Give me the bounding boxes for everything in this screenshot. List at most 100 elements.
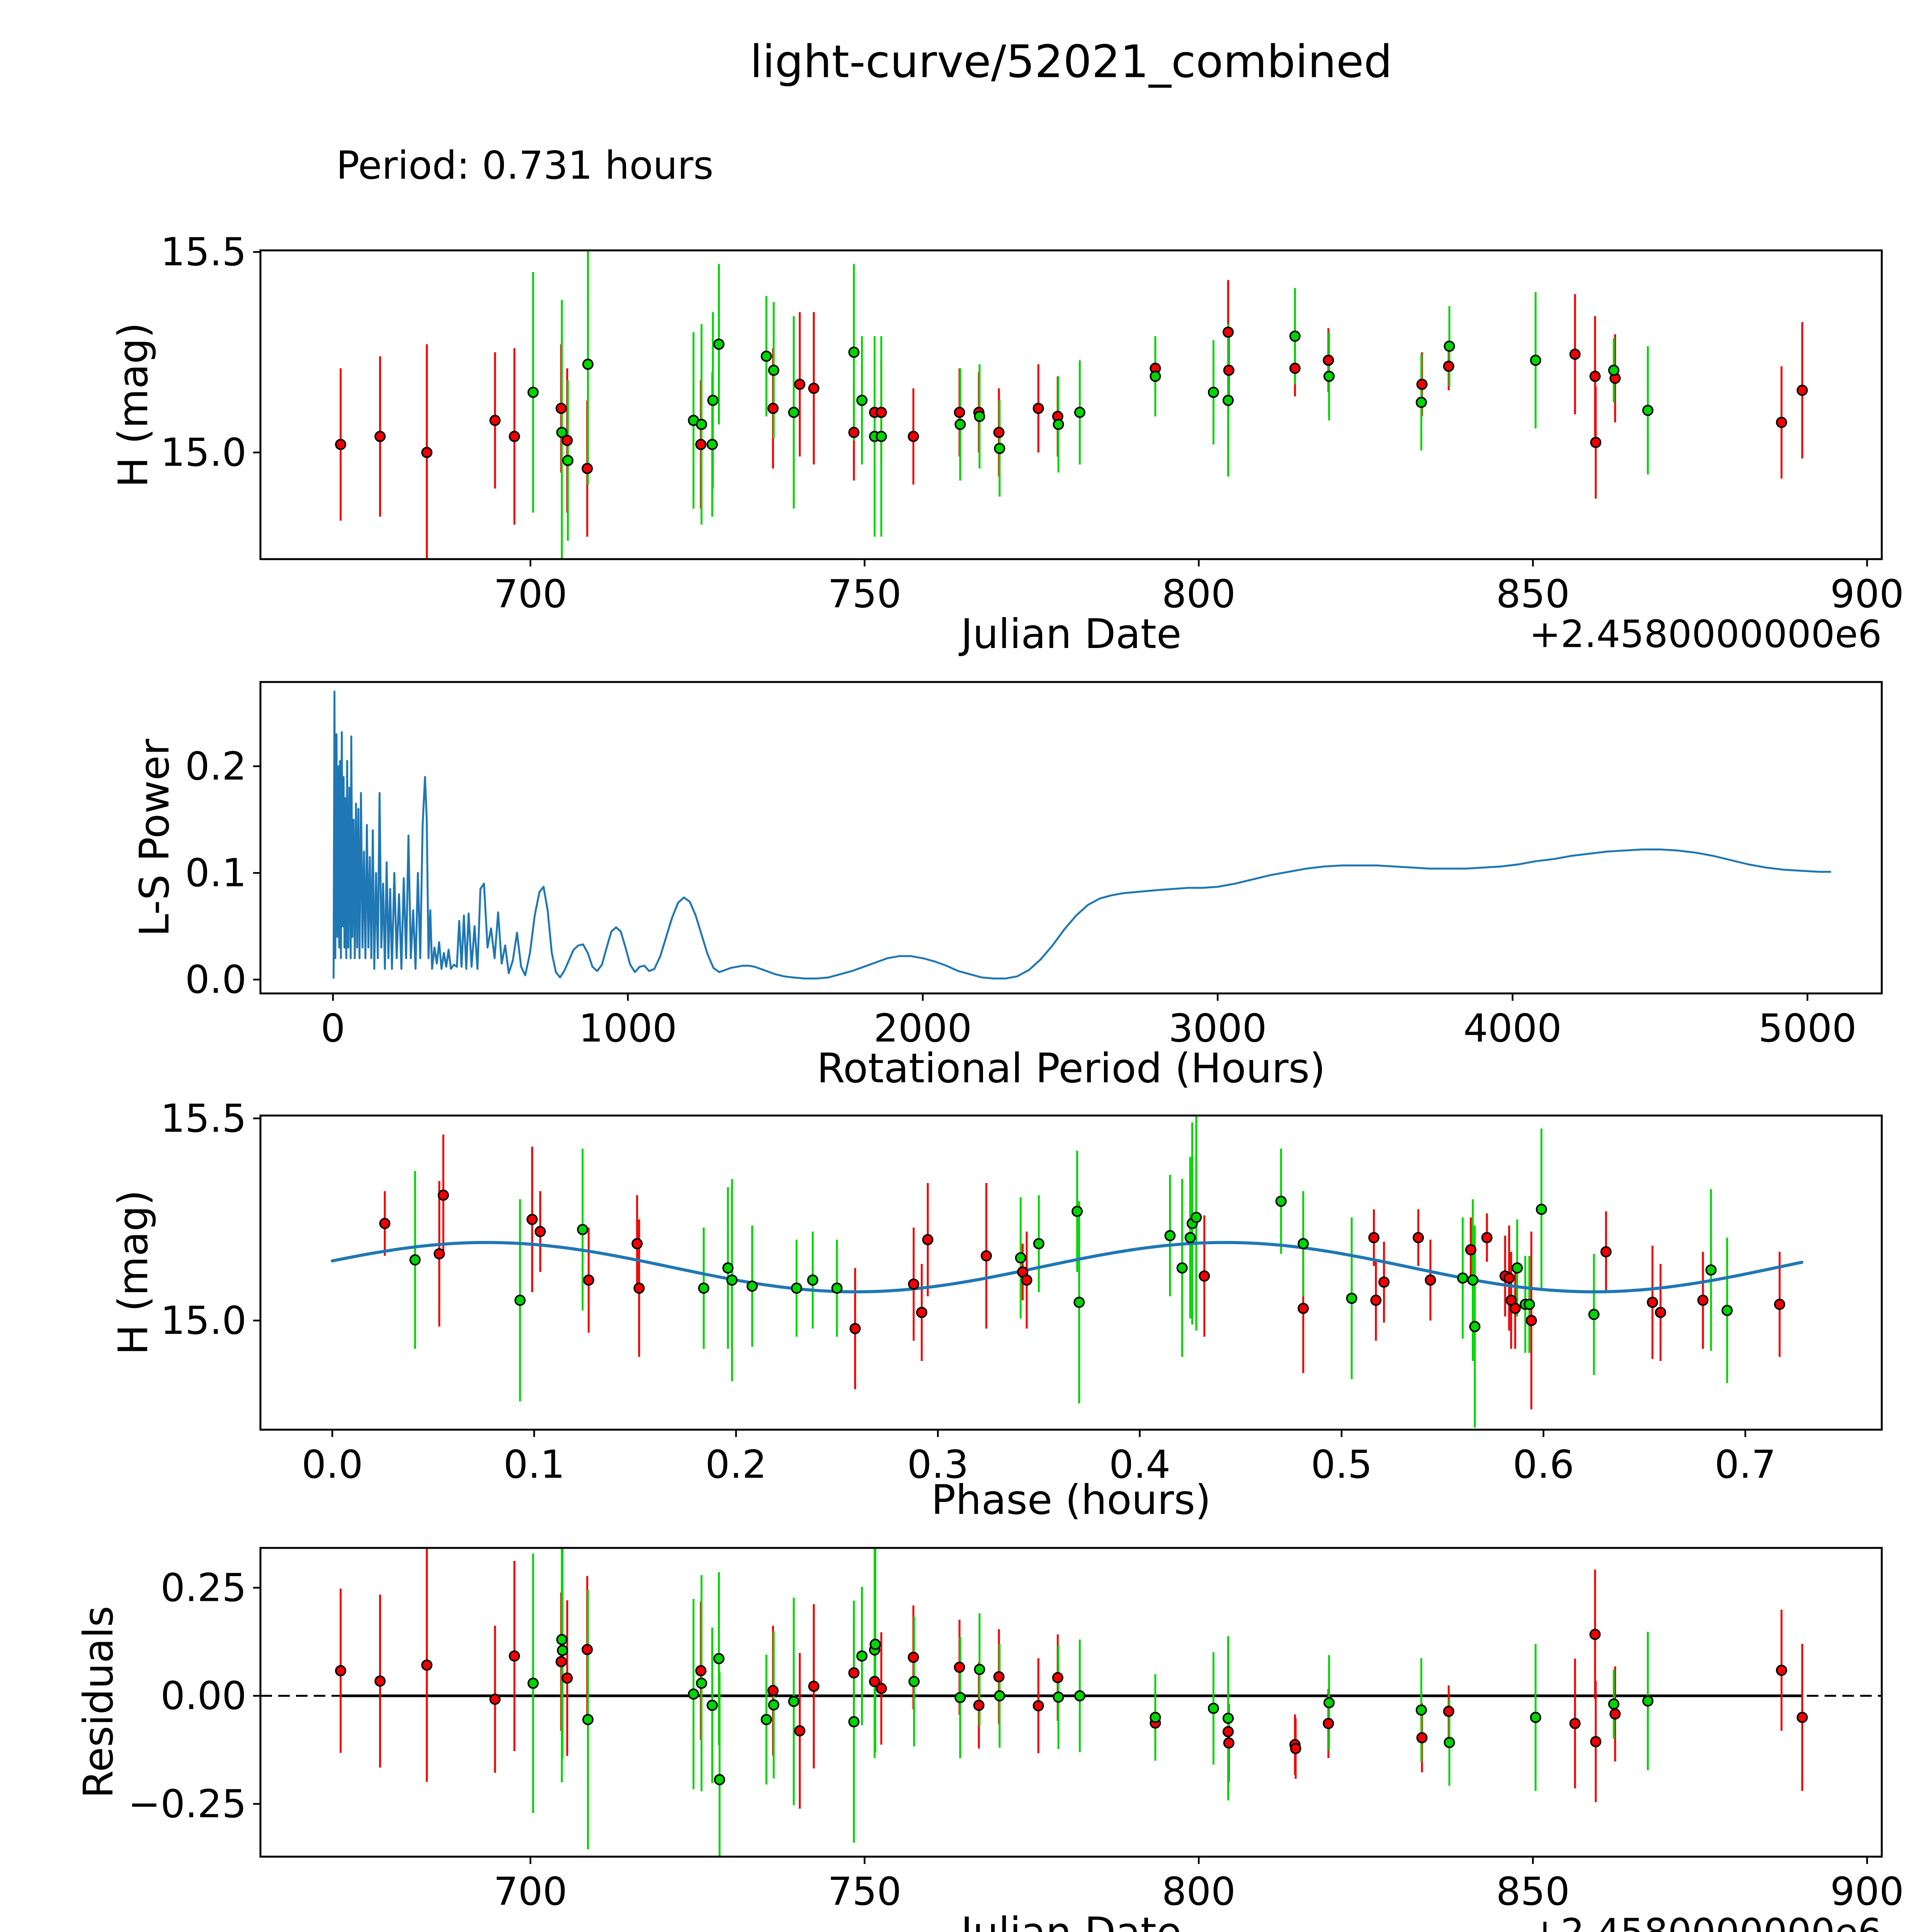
- x-tick-label: 700: [493, 1869, 567, 1914]
- green-observations-error-bars: [414, 1116, 1728, 1428]
- data-point: [707, 395, 719, 406]
- data-point: [1609, 1708, 1621, 1720]
- x-tick-label: 850: [1496, 1869, 1570, 1914]
- data-point: [556, 1634, 568, 1645]
- data-point: [374, 1675, 386, 1687]
- red-observations-markers: [379, 1189, 1786, 1334]
- data-point: [1588, 1309, 1600, 1320]
- data-point: [562, 455, 574, 466]
- data-point: [876, 406, 887, 418]
- data-point: [583, 1274, 594, 1286]
- red-residuals-error-bars: [340, 1548, 1803, 1809]
- data-point: [526, 1214, 538, 1225]
- data-point: [1346, 1293, 1357, 1304]
- data-point: [1526, 1315, 1537, 1326]
- data-point: [1323, 1697, 1335, 1709]
- data-point: [1413, 1232, 1424, 1243]
- data-point: [1444, 1737, 1455, 1748]
- x-tick-label: 0.6: [1513, 1442, 1574, 1487]
- data-point: [1323, 371, 1335, 382]
- data-point: [706, 439, 718, 450]
- periodogram-xaxis-label: Rotational Period (Hours): [817, 1045, 1325, 1092]
- data-point: [1053, 1691, 1064, 1703]
- data-point: [954, 1662, 965, 1673]
- data-point: [1416, 1732, 1428, 1743]
- panel-periodogram: 0 1000 2000 3000 4000 5000 0.0 0.1 0.2: [185, 681, 1883, 1051]
- data-point: [1569, 349, 1581, 360]
- sine-fit-curve: [331, 1241, 1804, 1294]
- y-tick-label: 15.0: [160, 430, 247, 475]
- plot-area: [331, 1116, 1804, 1428]
- data-point: [421, 447, 433, 458]
- panel-lightcurve: 700 750 800 850 900 15.0 15.5: [160, 230, 1904, 617]
- data-point: [527, 386, 539, 398]
- data-point: [698, 1282, 709, 1294]
- data-point: [1524, 1299, 1535, 1310]
- data-point: [1600, 1246, 1612, 1258]
- data-point: [1642, 405, 1654, 416]
- x-tick-label: 750: [828, 1869, 901, 1914]
- data-point: [1032, 1700, 1044, 1711]
- data-point: [1323, 1718, 1334, 1729]
- data-point: [747, 1281, 758, 1292]
- data-point: [696, 418, 707, 430]
- data-point: [1425, 1274, 1436, 1286]
- data-point: [1222, 327, 1234, 338]
- data-point: [876, 430, 887, 442]
- data-point: [509, 1650, 520, 1662]
- axes-frame: [259, 1114, 1883, 1431]
- x-tick-label: 900: [1830, 571, 1904, 617]
- data-point: [788, 1696, 799, 1707]
- data-point: [848, 347, 860, 358]
- data-point: [1208, 386, 1219, 398]
- data-point: [1647, 1296, 1658, 1308]
- data-point: [808, 1680, 820, 1692]
- data-point: [974, 411, 985, 422]
- data-point: [489, 1694, 501, 1705]
- data-point: [1608, 1698, 1619, 1710]
- data-point: [1655, 1307, 1666, 1318]
- data-point: [556, 427, 568, 438]
- data-point: [1443, 1706, 1454, 1717]
- data-point: [582, 1714, 594, 1725]
- data-point: [1074, 1690, 1085, 1702]
- data-point: [1415, 1704, 1427, 1716]
- lightcurve-xaxis-label: Julian Date: [958, 611, 1181, 658]
- green-observations-markers: [527, 330, 1654, 466]
- data-point: [1184, 1232, 1196, 1243]
- data-point: [993, 1671, 1005, 1682]
- data-point: [1481, 1232, 1493, 1243]
- data-point: [1378, 1276, 1390, 1288]
- x-tick-label: 0.3: [907, 1442, 969, 1487]
- data-point: [1073, 1296, 1085, 1308]
- data-point: [1590, 1736, 1602, 1747]
- data-point: [1298, 1303, 1309, 1314]
- data-point: [794, 379, 806, 390]
- data-point: [1222, 1726, 1234, 1738]
- data-point: [856, 395, 868, 406]
- data-point: [1415, 396, 1427, 408]
- data-point: [1589, 371, 1601, 382]
- data-point: [1536, 1204, 1547, 1215]
- data-point: [908, 1278, 920, 1290]
- data-point: [794, 1725, 806, 1736]
- data-point: [1465, 1244, 1476, 1255]
- data-point: [993, 427, 1005, 438]
- data-point: [557, 1645, 568, 1656]
- data-point: [1208, 1702, 1219, 1714]
- x-tick-label: 0.5: [1311, 1442, 1372, 1487]
- plot-area: [335, 250, 1808, 559]
- data-point: [1721, 1304, 1733, 1316]
- y-tick-label: −0.25: [128, 1781, 247, 1827]
- data-point: [1223, 1737, 1235, 1749]
- data-point: [1222, 395, 1234, 406]
- data-point: [1530, 354, 1541, 366]
- residuals-xaxis-offset: +2.4580000000e6: [1529, 1911, 1882, 1932]
- x-tick-label: 4000: [1463, 1006, 1562, 1051]
- data-point: [807, 1274, 818, 1286]
- data-point: [1052, 1672, 1063, 1684]
- data-point: [791, 1282, 803, 1294]
- periodogram-curve: [332, 690, 1831, 980]
- data-point: [974, 1663, 985, 1675]
- data-point: [434, 1248, 445, 1260]
